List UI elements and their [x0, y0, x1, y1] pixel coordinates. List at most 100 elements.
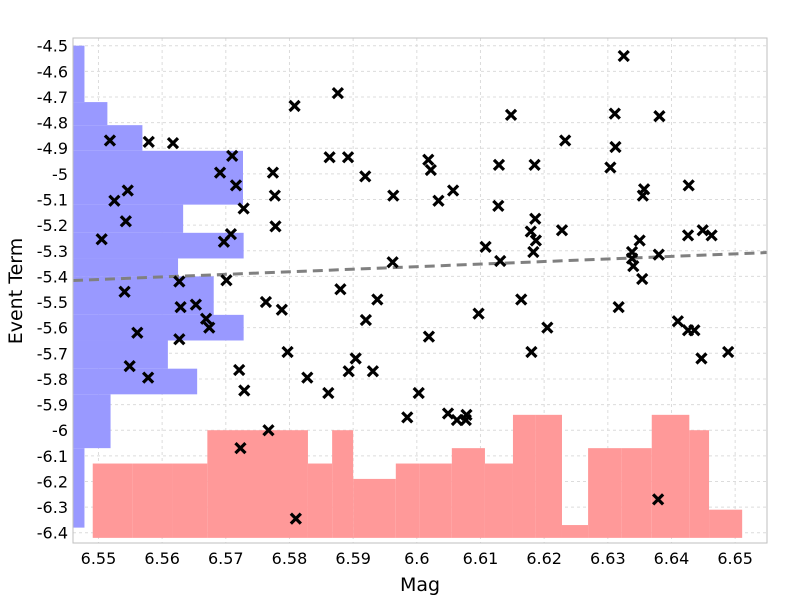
data-point: [608, 107, 621, 120]
plot-frame: [72, 37, 768, 544]
data-point: [238, 384, 251, 397]
data-point: [612, 301, 625, 314]
trend-line-path: [72, 251, 768, 283]
data-point: [118, 285, 131, 298]
x-histogram-bar: [689, 430, 710, 538]
x-tick-label: 6.63: [590, 549, 626, 568]
data-point: [323, 151, 336, 164]
y-tick-label: -5.4: [37, 267, 68, 286]
data-point: [141, 371, 155, 384]
data-point: [237, 202, 250, 215]
data-point: [722, 345, 735, 359]
data-point: [322, 386, 335, 400]
x-tick-label: 6.59: [335, 549, 371, 568]
data-points: [95, 49, 735, 525]
data-point: [401, 411, 414, 424]
data-point: [541, 321, 554, 334]
x-tick-label: 6.55: [81, 549, 117, 568]
x-axis-title: Mag: [400, 574, 440, 596]
data-point: [226, 149, 239, 163]
data-point: [627, 260, 640, 273]
y-axis-title: Event Term: [5, 238, 27, 345]
data-point: [121, 184, 134, 197]
data-point: [131, 326, 144, 339]
data-point: [696, 224, 709, 237]
x-tick-label: 6.6: [404, 549, 429, 568]
data-point: [119, 215, 132, 228]
y-tick-label: -4.9: [37, 139, 68, 158]
data-point: [342, 365, 355, 378]
y-histogram-bar: [73, 258, 179, 277]
y-tick-label: -5.5: [37, 293, 68, 312]
y-tick-label: -6.3: [37, 498, 68, 517]
data-point: [705, 229, 718, 242]
data-point: [422, 153, 435, 166]
data-point: [604, 161, 617, 174]
x-histogram-bar: [395, 463, 420, 538]
y-tick-label: -6: [52, 421, 68, 440]
y-histogram-bar: [73, 340, 168, 369]
x-histogram-bar: [621, 448, 652, 538]
data-point: [213, 166, 227, 179]
x-histogram-bar: [535, 414, 562, 538]
data-point: [636, 189, 649, 202]
x-tick-labels: 6.55 6.56 6.57 6.58 6.59 6.6 6.61 6.62 6.63 6.64 6…: [81, 549, 753, 568]
data-point: [371, 293, 384, 306]
data-point: [203, 321, 216, 334]
data-point: [331, 86, 344, 100]
y-tick-label: -5.1: [37, 190, 68, 209]
x-histogram-bar: [332, 430, 354, 538]
data-point: [262, 424, 275, 437]
x-histogram-bar: [307, 463, 333, 538]
x-tick-label: 6.65: [717, 549, 753, 568]
data-point: [446, 184, 460, 197]
x-tick-label: 6.62: [526, 549, 562, 568]
data-point: [609, 140, 622, 154]
x-histogram-bar: [419, 463, 452, 538]
y-histogram-bar: [73, 368, 198, 395]
data-point: [281, 345, 294, 359]
data-point: [224, 227, 238, 241]
data-point: [334, 283, 347, 296]
data-point: [301, 371, 314, 384]
y-tick-label: -5.8: [37, 370, 68, 389]
y-histogram-bar: [73, 45, 85, 103]
trend-line: [72, 251, 768, 283]
data-point: [671, 315, 684, 328]
y-tick-label: -4.6: [37, 62, 68, 81]
data-point: [359, 313, 373, 327]
data-point: [173, 333, 186, 346]
y-tick-label: -5.6: [37, 319, 68, 338]
x-tick-label: 6.58: [272, 549, 308, 568]
data-point: [559, 134, 572, 147]
x-histogram-bar: [132, 463, 173, 538]
data-point: [688, 324, 701, 337]
x-tick-label: 6.64: [654, 549, 690, 568]
data-point: [386, 256, 399, 269]
data-point: [95, 233, 108, 246]
x-tick-label: 6.61: [463, 549, 499, 568]
data-point: [268, 189, 281, 202]
data-point: [123, 359, 136, 373]
y-histogram-bar: [73, 150, 243, 205]
x-histogram-bar: [651, 414, 690, 538]
data-point: [412, 386, 425, 400]
data-point: [636, 272, 649, 286]
x-histogram-bar: [588, 448, 622, 538]
data-point: [142, 135, 155, 148]
data-point: [524, 225, 537, 238]
data-point: [652, 248, 665, 261]
data-point: [269, 220, 282, 233]
x-histogram-bar: [207, 430, 251, 538]
data-point: [220, 274, 233, 287]
y-histogram-bar: [73, 394, 111, 449]
x-histogram-bar: [92, 463, 133, 538]
y-histogram-bar: [73, 102, 108, 126]
data-point: [424, 163, 437, 177]
data-point: [387, 189, 400, 202]
data-point: [479, 240, 492, 254]
x-tick-label: 6.56: [144, 549, 180, 568]
y-tick-label: -5.3: [37, 242, 68, 261]
x-tick-label: 6.57: [208, 549, 244, 568]
